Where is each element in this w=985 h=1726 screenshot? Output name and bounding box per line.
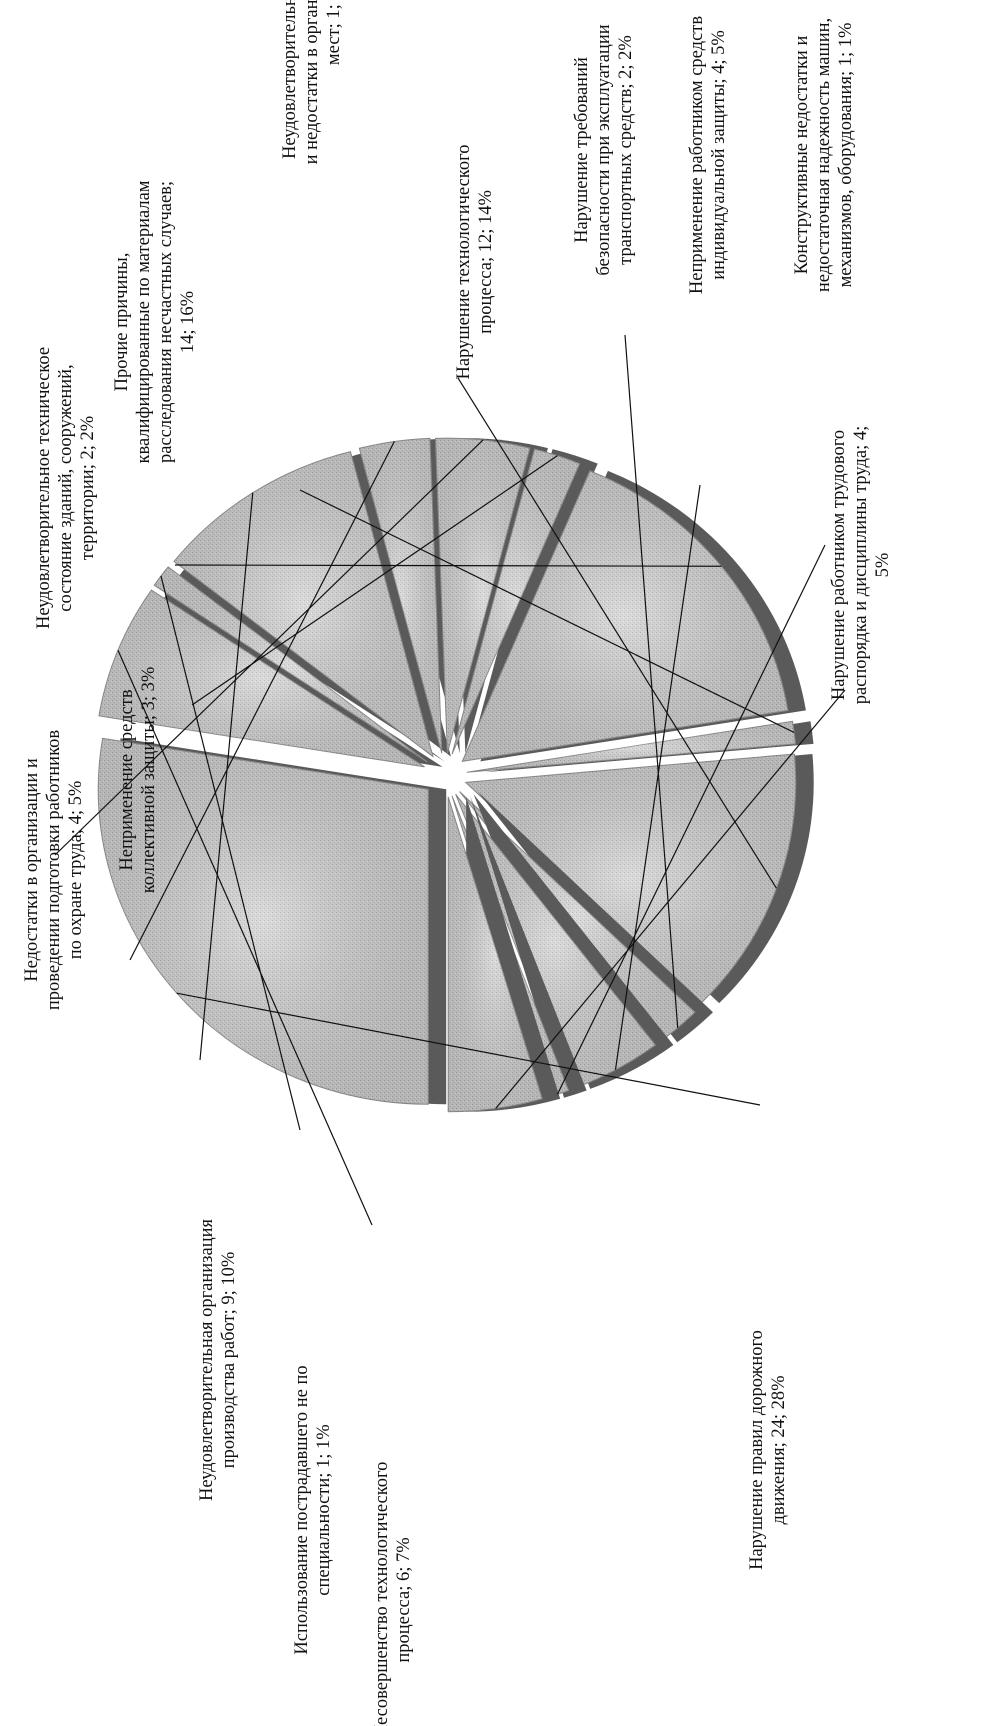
leader-lines xyxy=(54,334,846,1226)
slice-label-line: распорядка и дисциплины труда; 4; xyxy=(851,426,871,705)
slice-14 xyxy=(447,796,561,1113)
slice-label-11: Нарушение требований безопасности при экс… xyxy=(572,24,636,275)
slice-label-line: проведении подготовки работников xyxy=(44,730,64,1011)
leader-line-8 xyxy=(174,564,722,567)
slice-label-line: Прочие причины, xyxy=(112,253,132,392)
leader-line-9 xyxy=(299,489,795,734)
slice-shade-10 xyxy=(465,754,796,1004)
slice-label-line: Недостатки в организации и xyxy=(22,758,42,982)
slice-label-line: безопасности при эксплуатации xyxy=(594,24,614,275)
slice-label-12: Неприменение работником средств индивидуа… xyxy=(687,16,729,294)
slice-label-3: Использование пострадавшего не по специал… xyxy=(292,1365,334,1654)
slice-label-line: Неприменение работником средств xyxy=(687,16,707,294)
slice-shade-4 xyxy=(173,451,433,757)
slice-1 xyxy=(97,737,447,1105)
slice-labels: Нарушение правил дорожного движения; 24; … xyxy=(22,0,893,1726)
leader-line-13 xyxy=(556,544,826,1095)
slice-label-4: Неудовлетворительная организация производ… xyxy=(197,1218,239,1501)
slice-label-line: специальности; 1; 1% xyxy=(314,1424,334,1595)
slice-label-line: Несовершенство технологического xyxy=(372,1462,392,1726)
leader-line-12 xyxy=(614,484,701,1070)
slice-label-line: 14; 16% xyxy=(178,291,198,353)
slice-label-line: территории; 2; 2% xyxy=(78,416,98,560)
slice-label-9: Неудовлетворительное содержание и недоста… xyxy=(280,0,344,164)
slice-label-line: коллективной защиты; 3; 3% xyxy=(139,667,159,894)
slice-shade-7 xyxy=(452,449,580,755)
slice-label-line: Нарушение требований xyxy=(572,57,592,243)
slice-label-line: 5% xyxy=(873,553,893,578)
slice-label-5: Неприменение средств коллективной защиты;… xyxy=(117,667,159,894)
slice-label-line: Нарушение технологического xyxy=(454,145,474,380)
slice-10 xyxy=(464,753,814,1004)
slice-label-line: по охране труда; 4; 5% xyxy=(66,781,86,959)
slice-label-1: Нарушение правил дорожного движения; 24; … xyxy=(747,1330,789,1570)
slices-layer xyxy=(97,437,814,1113)
slice-label-line: процесса; 6; 7% xyxy=(394,1537,414,1662)
slice-label-line: расследования несчастных случаев; xyxy=(156,181,176,463)
leader-line-7 xyxy=(191,455,558,706)
slice-label-line: Использование пострадавшего не по xyxy=(292,1365,312,1654)
slice-label-line: Нарушение работником трудового xyxy=(829,430,849,700)
slice-label-line: Неудовлетворительное техническое xyxy=(34,347,54,629)
slice-label-8: Прочие причины, квалифицированные по мате… xyxy=(112,180,198,463)
leader-line-4 xyxy=(199,492,254,1061)
slice-label-line: процесса; 12; 14% xyxy=(476,190,496,334)
slice-label-line: мест; 1; 1% xyxy=(324,0,344,65)
slice-label-14: Нарушение работником трудового распорядка… xyxy=(829,426,893,705)
slice-side-13 xyxy=(470,795,587,1098)
slice-label-7: Неудовлетворительное техническое состояни… xyxy=(34,347,98,629)
leader-line-14 xyxy=(495,689,846,1109)
slice-label-line: производства работ; 9; 10% xyxy=(219,1252,239,1469)
slice-label-6: Недостатки в организации и проведении под… xyxy=(22,730,86,1011)
slice-label-line: индивидуальной защиты; 4; 5% xyxy=(709,30,729,280)
slice-shade-9 xyxy=(466,721,796,773)
leader-line-3 xyxy=(160,575,301,1131)
slice-shade-1 xyxy=(98,738,429,1105)
slice-label-line: Неприменение средств xyxy=(117,689,137,870)
slice-shade-3 xyxy=(154,566,428,763)
slice-label-line: Конструктивные недостатки и xyxy=(792,36,812,275)
slice-5 xyxy=(358,437,460,754)
slice-label-line: недостаточная надежность машин, xyxy=(814,18,834,292)
slice-label-line: и недостатки в организации рабочих xyxy=(302,0,322,164)
slice-shade-8 xyxy=(462,470,788,762)
slice-label-13: Конструктивные недостатки и недостаточная… xyxy=(792,18,856,292)
slice-label-line: механизмов, оборудования; 1; 1% xyxy=(836,23,856,288)
slice-shade-14 xyxy=(448,796,543,1112)
leader-line-6 xyxy=(54,439,484,856)
leader-line-5 xyxy=(129,441,395,961)
slice-9 xyxy=(466,720,814,773)
slice-shade-6 xyxy=(435,438,530,754)
slice-shade-12 xyxy=(455,794,656,1089)
slice-8 xyxy=(461,470,806,763)
slice-label-line: транспортных средств; 2; 2% xyxy=(616,35,636,265)
slice-shade-2 xyxy=(98,590,425,767)
slice-label-line: состояние зданий, сооружений, xyxy=(56,364,76,611)
slice-shade-5 xyxy=(359,438,442,754)
slice-label-2: Несовершенство технологического процесса;… xyxy=(372,1462,414,1726)
leader-line-1 xyxy=(176,992,761,1106)
leader-line-2 xyxy=(117,650,373,1226)
leader-line-10 xyxy=(457,377,777,889)
slice-label-line: Неудовлетворительная организация xyxy=(197,1218,217,1501)
leader-line-11 xyxy=(624,334,679,1028)
slice-label-line: Нарушение правил дорожного xyxy=(747,1330,767,1570)
slice-label-line: квалифицированные по материалам xyxy=(134,180,154,463)
slice-label-line: Неудовлетворительное содержание xyxy=(280,0,300,159)
slice-label-line: движения; 24; 28% xyxy=(769,1375,789,1524)
slice-label-10: Нарушение технологического процесса; 12; … xyxy=(454,145,496,380)
